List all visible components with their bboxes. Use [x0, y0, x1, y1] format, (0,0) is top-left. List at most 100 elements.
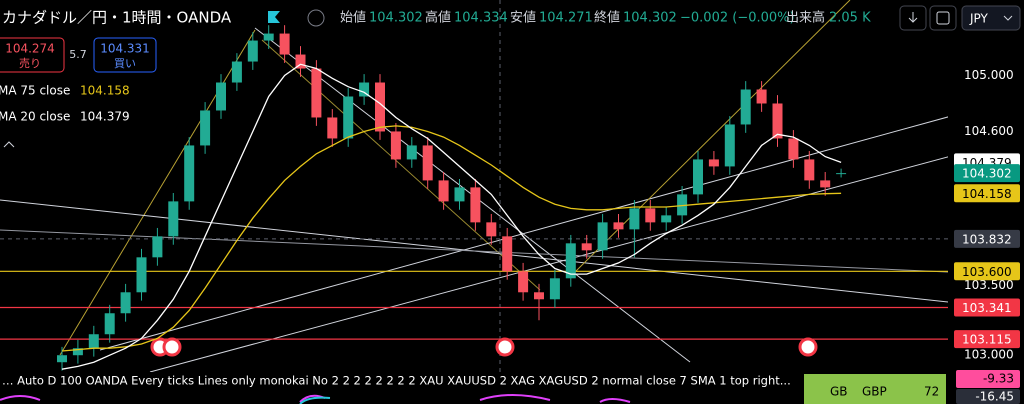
candle-body [184, 145, 195, 202]
close-label: 終値 [594, 10, 620, 26]
buy-label: 買い [114, 57, 136, 70]
value-tag [956, 370, 1020, 388]
candle-body [470, 187, 481, 223]
flag-icon [268, 11, 280, 23]
candle-body [406, 145, 417, 160]
high-label: 高値 [425, 10, 451, 26]
price-tag-label: 103.341 [962, 301, 1012, 315]
pair-panel [804, 374, 946, 404]
value-b: -16.45 [975, 390, 1014, 404]
sell-button[interactable] [0, 37, 65, 73]
candle-body [72, 348, 83, 356]
price-tag-label: 104.158 [962, 187, 1012, 201]
candle-body [804, 159, 815, 181]
legend-name: MA 75 close [0, 84, 70, 98]
candle-body [724, 124, 735, 167]
trend-line [149, 156, 948, 372]
mini-plot [299, 396, 331, 404]
price-tag-label: 103.600 [962, 265, 1012, 279]
y-tick-label: 105.000 [964, 68, 1014, 82]
candle-body [359, 82, 370, 97]
buy-button[interactable] [93, 37, 157, 73]
candle-body [788, 138, 799, 160]
pair-value: 72 [924, 385, 939, 399]
candle-body [629, 208, 640, 230]
ma-line [61, 125, 842, 352]
candle-body [279, 33, 290, 55]
high-value: 104.334 [454, 11, 508, 26]
candle-body [216, 82, 226, 111]
candle-body [327, 117, 338, 139]
event-icons [150, 337, 818, 357]
candle-body [152, 236, 163, 258]
spread: 5.7 [69, 48, 87, 61]
trend-line [261, 39, 541, 291]
candle-body [168, 201, 179, 237]
candle-body [756, 89, 767, 104]
candle-body [422, 145, 433, 181]
trend-line [99, 116, 948, 351]
candle-body [88, 334, 99, 349]
price-axis: 103.000 103.500 104.600 105.000 103.600 103.3… [954, 68, 1020, 362]
event-icon[interactable] [798, 337, 818, 357]
y-tick-label: 103.000 [964, 348, 1014, 362]
ma-line [61, 63, 842, 370]
price-tag-label: 104.302 [962, 167, 1012, 181]
price-tag [954, 184, 1020, 203]
price-tag [954, 330, 1020, 349]
candle-body [311, 68, 322, 118]
candle-body [200, 110, 211, 146]
event-icon[interactable] [495, 337, 515, 357]
pair-code: GB [830, 385, 848, 399]
fullscreen-button[interactable] [929, 5, 957, 31]
download-icon [908, 12, 918, 23]
event-icon[interactable] [162, 337, 182, 357]
candle-body [549, 278, 560, 300]
open-value: 104.302 [369, 11, 423, 26]
status-icon [307, 9, 325, 27]
chevron [1003, 15, 1013, 21]
candle-body [581, 243, 592, 251]
bottom-bar [0, 372, 948, 404]
low-label: 安値 [510, 10, 536, 26]
candle-body [565, 243, 576, 279]
candle-body [518, 271, 529, 293]
y-tick-label: 103.500 [964, 278, 1014, 292]
download-button[interactable] [899, 5, 927, 31]
candle-body [263, 33, 274, 41]
candle-body [343, 96, 354, 139]
price-tag-label: 103.115 [962, 333, 1012, 347]
trend-line [574, 0, 851, 273]
candle-body [486, 222, 497, 237]
price-tag [954, 262, 1020, 281]
candle-body [645, 208, 656, 223]
value-tag [956, 389, 1020, 404]
legend-value: 104.379 [80, 110, 130, 124]
candle-body [708, 159, 719, 167]
currency-select[interactable] [961, 5, 1021, 31]
close-value: 104.302 [623, 11, 677, 26]
candle-body [502, 236, 513, 272]
candle-body [820, 180, 831, 188]
candle-body [104, 313, 115, 335]
candle-body [740, 89, 751, 125]
status-text: … Auto D 100 OANDA Every ticks Lines onl… [2, 374, 791, 388]
collapse-icon[interactable] [3, 141, 15, 148]
candle-body [390, 131, 401, 160]
candle-body [120, 292, 131, 314]
volume-value: 2.05 K [829, 11, 871, 26]
candle-body [136, 257, 147, 293]
candle-body [57, 355, 67, 363]
sell-label: 売り [19, 57, 41, 70]
price-tag [954, 164, 1020, 183]
change: −0.002 (−0.00%) [680, 11, 795, 26]
low-value: 104.271 [539, 11, 593, 26]
mini-plot [0, 394, 631, 403]
fullscreen-icon [936, 11, 950, 25]
open-label: 始値 [340, 10, 366, 26]
candle-body [772, 103, 783, 139]
candle-body [295, 54, 306, 69]
currency: JPY [969, 12, 989, 26]
